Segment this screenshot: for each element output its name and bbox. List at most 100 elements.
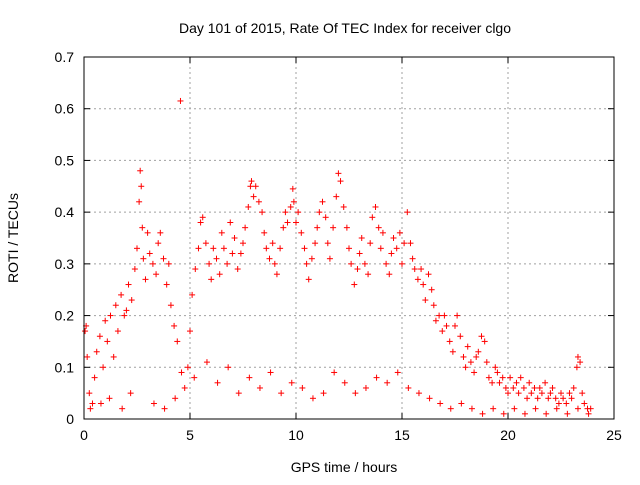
data-point — [396, 229, 403, 236]
plot-frame — [83, 56, 615, 420]
data-point — [446, 338, 453, 345]
data-point — [266, 255, 273, 262]
data-point — [390, 235, 397, 241]
data-point — [97, 400, 104, 407]
data-point — [354, 266, 361, 273]
data-point — [361, 260, 368, 267]
points-layer — [82, 97, 594, 417]
data-point — [564, 410, 571, 417]
x-tick-label: 15 — [394, 427, 410, 443]
chart-title: Day 101 of 2015, Rate Of TEC Index for r… — [179, 20, 511, 36]
data-point — [312, 240, 319, 247]
data-point — [542, 379, 549, 386]
data-point — [333, 193, 340, 200]
data-point — [574, 353, 581, 360]
data-point — [475, 348, 482, 355]
data-point — [483, 359, 490, 366]
data-point — [581, 400, 588, 407]
data-point — [337, 178, 344, 185]
data-point — [340, 203, 347, 210]
data-point — [464, 343, 471, 350]
data-point — [471, 369, 478, 376]
data-point — [555, 400, 562, 407]
y-tick-label: 0.5 — [55, 152, 75, 168]
data-point — [568, 395, 575, 402]
data-point — [558, 390, 564, 397]
data-point — [496, 379, 503, 386]
data-point — [510, 384, 517, 391]
data-point — [511, 405, 518, 412]
data-point — [104, 338, 111, 345]
data-point — [177, 97, 184, 104]
data-point — [246, 374, 253, 381]
data-point — [110, 353, 117, 360]
data-point — [538, 390, 545, 397]
data-point — [458, 400, 465, 407]
data-point — [231, 235, 238, 241]
data-point — [388, 250, 395, 257]
data-point — [167, 302, 174, 309]
data-point — [256, 384, 263, 391]
data-point — [547, 390, 554, 397]
data-point — [341, 379, 348, 386]
data-point — [566, 390, 573, 397]
data-point — [192, 266, 199, 273]
data-point — [420, 281, 427, 288]
data-point — [478, 333, 485, 340]
data-point — [114, 328, 121, 335]
data-point — [282, 209, 289, 216]
data-point — [93, 348, 100, 355]
data-point — [140, 255, 147, 262]
x-tick-label: 20 — [500, 427, 516, 443]
data-point — [502, 384, 509, 391]
data-point — [356, 250, 363, 257]
data-point — [240, 240, 246, 247]
data-point — [146, 250, 153, 257]
data-point — [118, 291, 125, 298]
grid-layer — [84, 57, 614, 419]
data-point — [441, 312, 448, 319]
data-point — [534, 395, 541, 402]
data-point — [123, 307, 130, 314]
data-point — [187, 328, 193, 335]
data-point — [247, 183, 254, 190]
data-point — [579, 390, 586, 397]
data-point — [278, 390, 285, 397]
data-point — [189, 291, 196, 298]
data-point — [178, 369, 185, 376]
data-point — [521, 410, 528, 417]
data-point — [552, 395, 559, 402]
data-point — [100, 364, 107, 371]
data-point — [248, 178, 255, 185]
data-point — [284, 219, 291, 226]
data-point — [261, 229, 268, 236]
data-point — [468, 405, 475, 412]
data-point — [208, 276, 215, 283]
x-tick-label: 0 — [80, 427, 88, 443]
data-point — [494, 369, 501, 376]
data-point — [422, 297, 429, 304]
data-point — [305, 276, 312, 283]
data-point — [528, 390, 535, 397]
data-point — [121, 312, 128, 319]
data-point — [234, 266, 241, 273]
data-point — [367, 240, 374, 247]
data-point — [479, 410, 486, 417]
x-tick-label: 5 — [186, 427, 194, 443]
data-point — [399, 260, 405, 267]
data-point — [125, 281, 132, 288]
data-point — [379, 229, 386, 236]
data-point — [457, 333, 464, 340]
data-point — [394, 369, 401, 376]
data-point — [299, 384, 306, 391]
x-tick-label: 25 — [606, 427, 622, 443]
x-axis-label: GPS time / hours — [291, 459, 398, 475]
data-point — [128, 297, 135, 304]
data-point — [150, 400, 157, 407]
data-point — [358, 235, 365, 241]
data-point — [320, 390, 327, 397]
data-point — [513, 379, 520, 386]
data-point — [220, 245, 227, 252]
data-point — [267, 369, 274, 376]
data-point — [401, 240, 408, 247]
